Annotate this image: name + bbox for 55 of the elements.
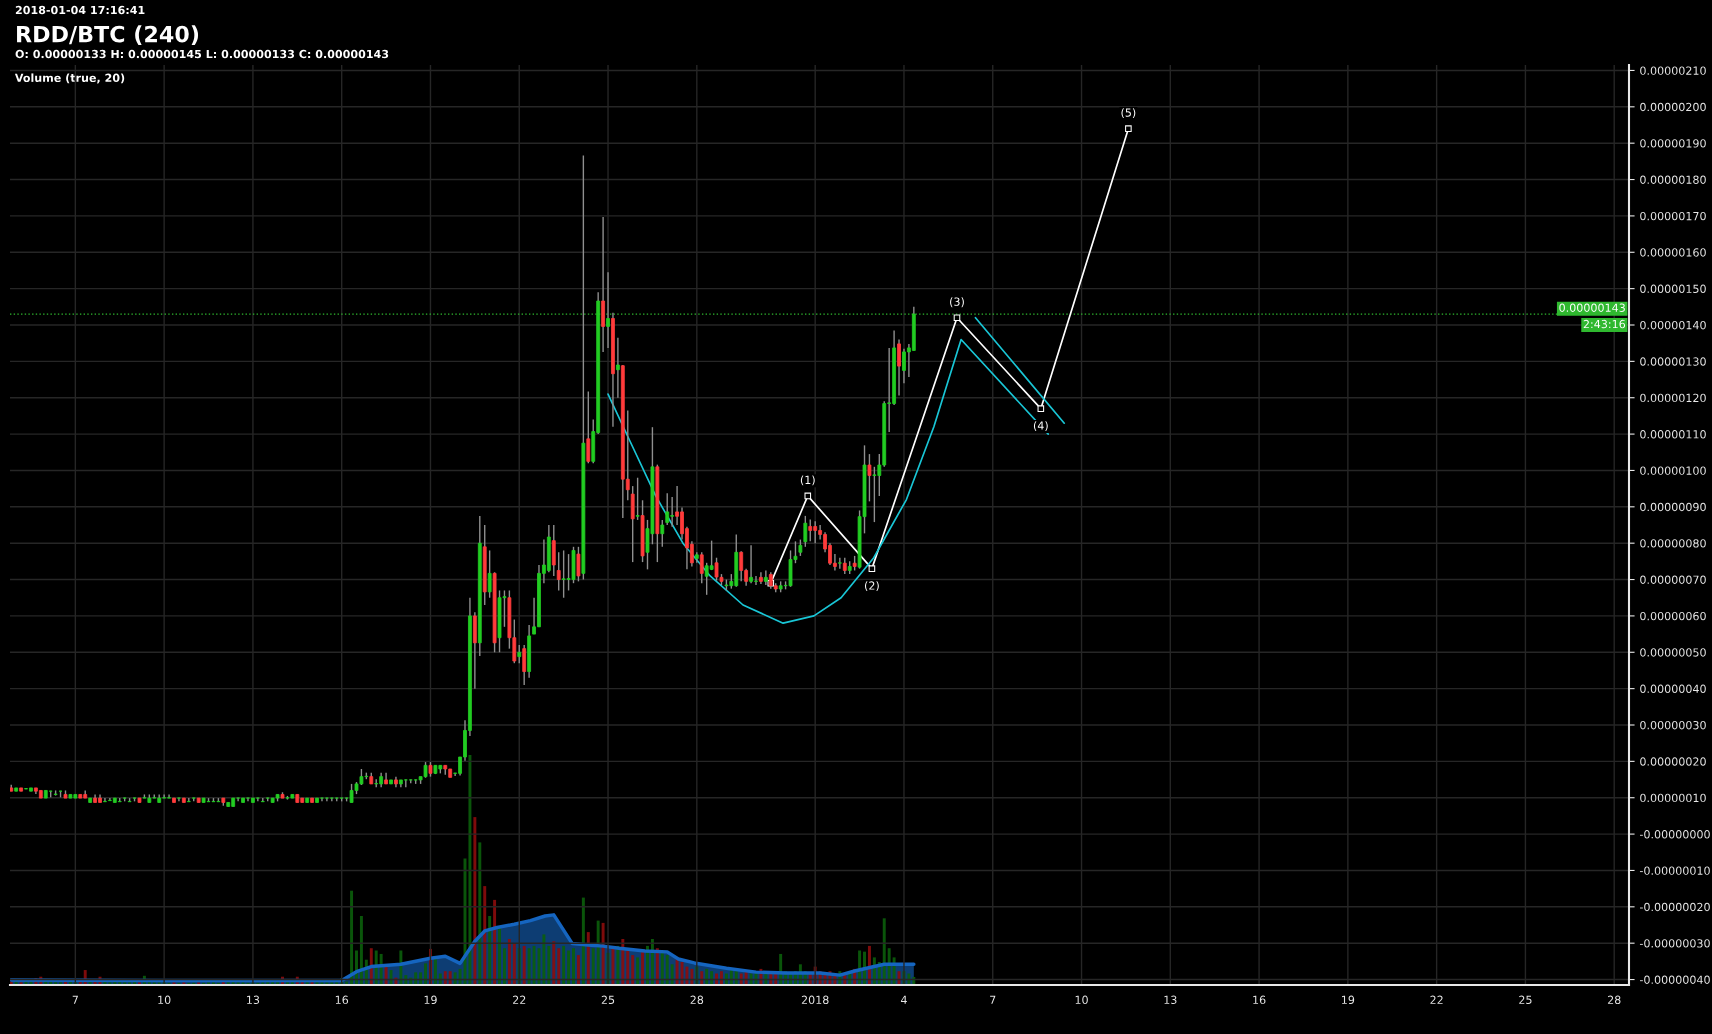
x-tick-label: 25 [601, 995, 615, 1005]
x-tick-label: 19 [424, 995, 437, 1005]
x-tick-label: 10 [1075, 995, 1088, 1005]
y-tick-label: 0.00000170 [1640, 211, 1706, 221]
x-tick-label: 7 [990, 995, 996, 1004]
annotation: (1) [800, 475, 815, 486]
y-tick-label: 0.00000140 [1640, 320, 1706, 330]
x-tick-label: 16 [1253, 995, 1266, 1005]
y-tick-label: 0.00000040 [1640, 684, 1706, 694]
y-tick-label: 0.00000180 [1640, 175, 1706, 184]
x-tick-label: 25 [1519, 995, 1532, 1005]
y-tick-label: -0.00000000 [1639, 830, 1710, 839]
y-tick-label: 0.00000150 [1640, 284, 1706, 294]
y-tick-label: 0.00000030 [1640, 720, 1706, 730]
y-tick-label: -0.00000020 [1639, 902, 1710, 912]
chart-title: RDD/BTC (240) [17, 25, 199, 46]
y-tick-label: 0.00000060 [1640, 611, 1706, 621]
y-tick-label: 0.00000020 [1640, 757, 1706, 766]
ref-line-label: 0.00000143 [1559, 303, 1625, 312]
x-tick-label: 22 [1430, 995, 1443, 1004]
annotation: 2:43:16 [1583, 319, 1626, 329]
y-tick-label: 0.00000080 [1640, 539, 1706, 548]
y-tick-label: 0.00000160 [1640, 248, 1706, 257]
chart-subtitle: O: 0.00000133 H: 0.00000145 L: 0.00000133 C: 0.00000143 [15, 49, 389, 59]
y-tick-label: 0.00000100 [1640, 466, 1706, 475]
y-tick-label: 0.00000190 [1640, 139, 1706, 148]
annotation: (3) [950, 297, 964, 308]
x-tick-label: 28 [1607, 995, 1621, 1005]
x-tick-label: 13 [247, 995, 260, 1005]
y-tick-label: -0.00000040 [1639, 975, 1710, 984]
y-tick-label: 0.00000200 [1640, 102, 1706, 112]
text: 2018-01-04 17:16:41 [15, 5, 145, 15]
x-tick-label: 2018 [801, 995, 829, 1005]
x-tick-label: 4 [900, 995, 907, 1004]
x-tick-label: 22 [513, 995, 526, 1004]
y-tick-label: 0.00000090 [1640, 502, 1706, 512]
y-tick-label: -0.00000030 [1639, 939, 1710, 948]
x-tick-label: 10 [158, 995, 171, 1005]
y-tick-label: 0.00000050 [1640, 648, 1706, 657]
y-tick-label: -0.00000010 [1639, 866, 1710, 875]
y-tick-label: 0.00000130 [1640, 357, 1706, 366]
annotation: (4) [1033, 421, 1048, 432]
x-tick-label: 19 [1342, 995, 1355, 1005]
y-tick-label: 0.00000210 [1640, 66, 1706, 75]
annotation: (5) [1121, 108, 1136, 119]
x-tick-label: 7 [72, 995, 78, 1004]
y-tick-label: 0.00000070 [1640, 575, 1706, 584]
x-tick-label: 28 [690, 995, 704, 1005]
annotation: Volume (true, 20) [14, 73, 125, 84]
x-tick-label: 13 [1164, 995, 1177, 1005]
y-tick-label: 0.00000010 [1640, 793, 1706, 803]
x-tick-label: 16 [335, 995, 349, 1005]
y-tick-label: 0.00000110 [1640, 430, 1706, 439]
annotation: (2) [864, 581, 879, 592]
y-tick-label: 0.00000120 [1640, 393, 1706, 403]
